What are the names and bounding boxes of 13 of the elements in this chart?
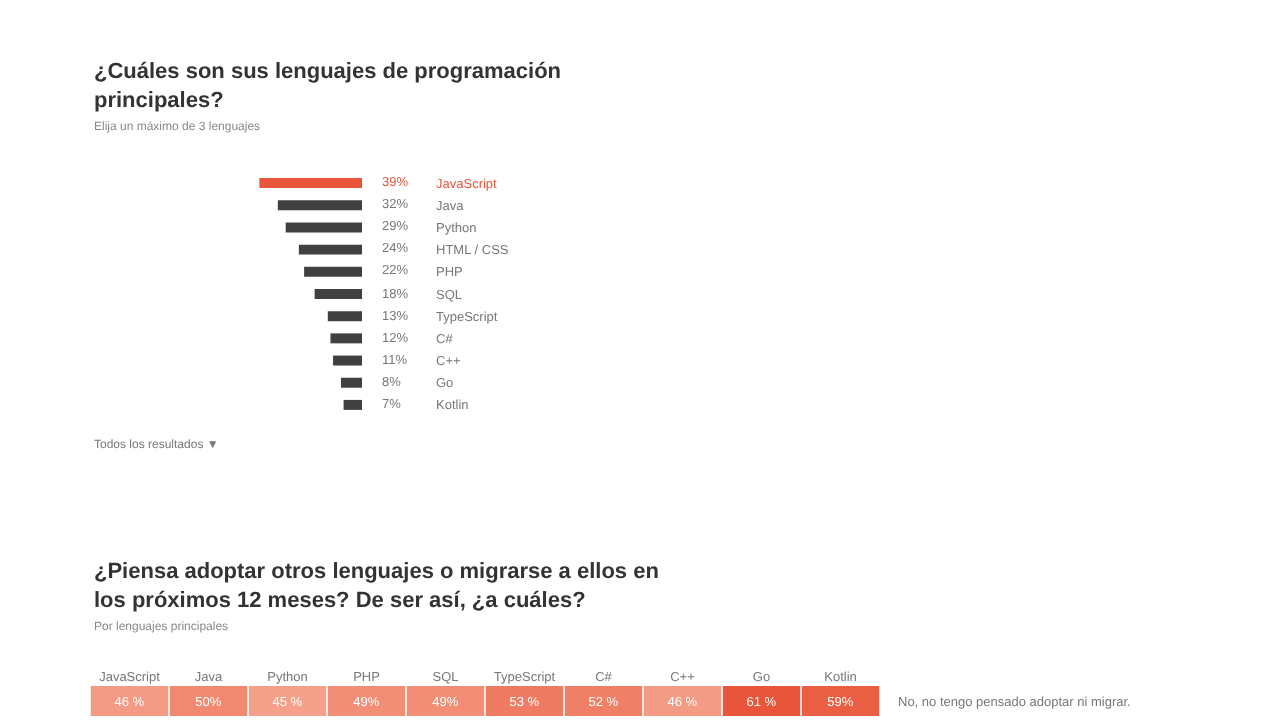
bar: [304, 266, 362, 277]
bar: [340, 377, 362, 388]
bar: [259, 178, 362, 189]
bar: [314, 289, 362, 299]
bar: [285, 222, 362, 233]
bar: [333, 355, 362, 366]
bar: [330, 333, 362, 344]
bar: [327, 311, 362, 322]
bar: [298, 244, 362, 255]
bar: [343, 399, 362, 410]
bar: [277, 200, 362, 211]
chart-title: ¿Piensa adoptar otros lenguajes o migrarse a ellos en los próximos 12 meses? De ser así, ¿a cuáles?: [94, 560, 660, 613]
chart-title: ¿Cuáles son sus lenguajes de programación principales?: [94, 60, 562, 113]
